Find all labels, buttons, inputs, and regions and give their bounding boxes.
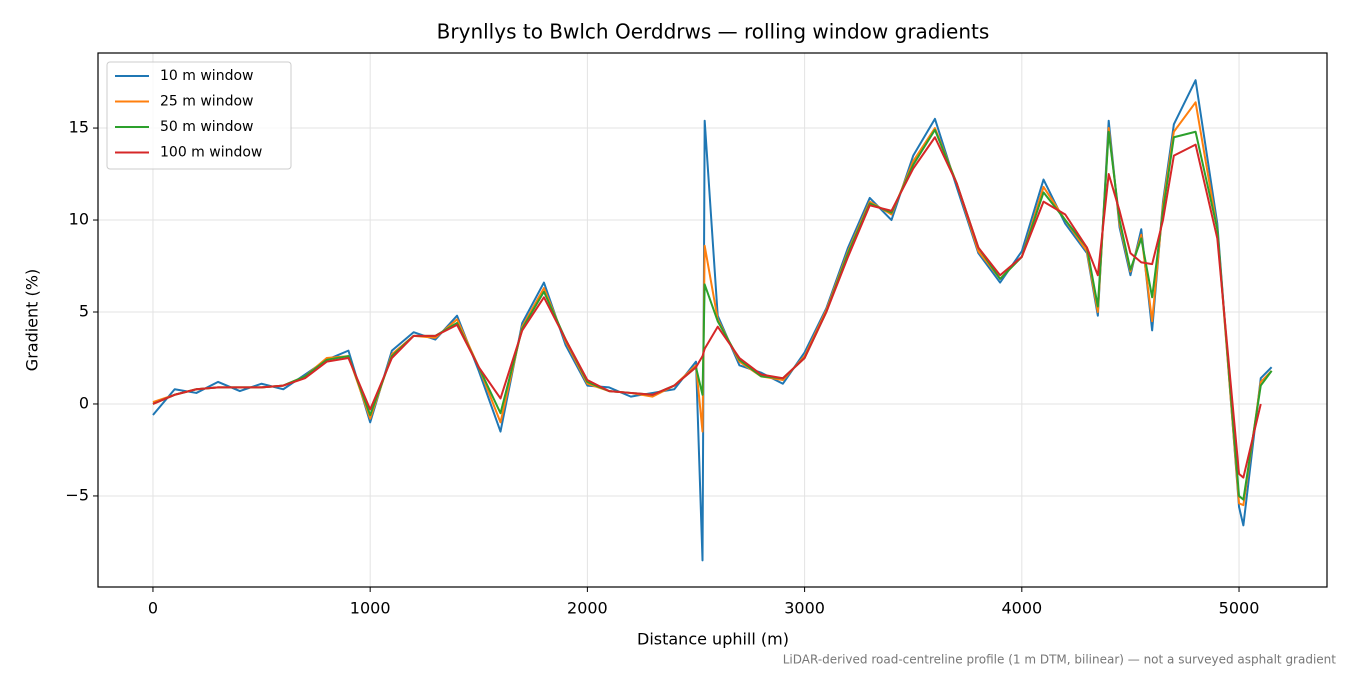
y-axis-label: Gradient (%) bbox=[23, 269, 42, 371]
x-tick-label: 3000 bbox=[784, 599, 825, 618]
x-tick-label: 2000 bbox=[567, 599, 608, 618]
x-tick-label: 4000 bbox=[1001, 599, 1042, 618]
y-tick-label: −5 bbox=[65, 485, 89, 504]
footnote: LiDAR-derived road-centreline profile (1… bbox=[783, 653, 1337, 667]
plot-frame bbox=[97, 52, 1328, 588]
series-line bbox=[152, 128, 1273, 501]
chart-title: Brynllys to Bwlch Oerddrws — rolling win… bbox=[437, 20, 990, 44]
y-tick-label: 15 bbox=[69, 118, 89, 137]
y-tick-label: 10 bbox=[69, 210, 89, 229]
y-tick-label: 0 bbox=[79, 393, 89, 412]
x-tick-label: 1000 bbox=[350, 599, 391, 618]
x-tick-label: 5000 bbox=[1219, 599, 1260, 618]
legend-box bbox=[106, 61, 292, 170]
series-line bbox=[152, 79, 1273, 562]
x-axis-label: Distance uphill (m) bbox=[637, 630, 789, 649]
y-tick-label: 5 bbox=[79, 301, 89, 320]
legend-label: 10 m window bbox=[160, 68, 253, 84]
legend-label: 25 m window bbox=[160, 94, 253, 110]
x-tick-label: 0 bbox=[148, 599, 158, 618]
legend-label: 100 m window bbox=[160, 145, 262, 161]
legend-label: 50 m window bbox=[160, 119, 253, 135]
series-line bbox=[152, 136, 1262, 479]
